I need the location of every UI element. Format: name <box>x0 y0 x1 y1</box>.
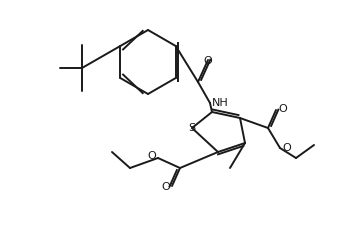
Text: O: O <box>147 151 156 161</box>
Text: NH: NH <box>212 98 229 108</box>
Text: O: O <box>278 104 287 114</box>
Text: S: S <box>189 123 195 133</box>
Text: O: O <box>282 143 291 153</box>
Text: O: O <box>204 56 212 66</box>
Text: O: O <box>161 182 170 192</box>
